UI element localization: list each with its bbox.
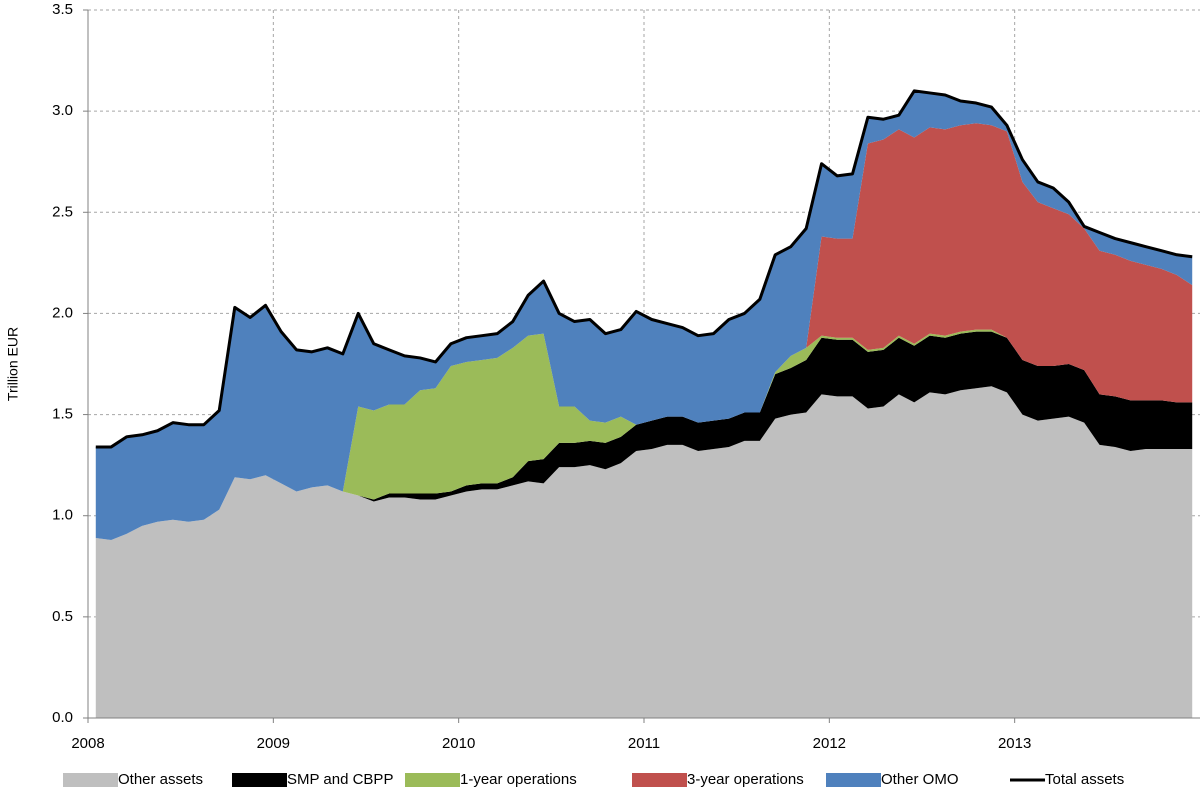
legend-label: Other assets [118,771,203,788]
area [95,329,1193,540]
x-tick-label: 2012 [813,735,846,752]
plot-area [95,90,1193,718]
area [95,386,1193,718]
y-tick-label: 3.0 [52,102,73,119]
legend-label: 1-year operations [460,771,577,788]
y-tick-label: 2.0 [52,304,73,321]
area [95,123,1193,540]
y-tick-label: 2.5 [52,203,73,220]
legend-swatch [63,773,118,787]
y-tick-label: 0.5 [52,608,73,625]
line [95,89,1193,449]
legend-swatch [232,773,287,787]
legend-swatch [632,773,687,787]
x-tick-label: 2008 [71,735,104,752]
area [95,90,1193,540]
area [95,331,1193,540]
x-tick-label: 2009 [257,735,290,752]
y-tick-label: 1.0 [52,507,73,524]
y-tick-label: 0.0 [52,709,73,726]
x-tick-label: 2013 [998,735,1031,752]
y-axis-label: Trillion EUR [5,327,21,401]
y-tick-label: 3.5 [52,1,73,18]
legend-label: 3-year operations [687,771,804,788]
y-tick-label: 1.5 [52,406,73,423]
x-tick-label: 2011 [628,735,660,752]
legend-label: SMP and CBPP [287,771,393,788]
legend-label: Other OMO [881,771,959,788]
legend-swatch [405,773,460,787]
legend-label: Total assets [1045,771,1124,788]
x-tick-label: 2010 [442,735,475,752]
legend-swatch [826,773,881,787]
